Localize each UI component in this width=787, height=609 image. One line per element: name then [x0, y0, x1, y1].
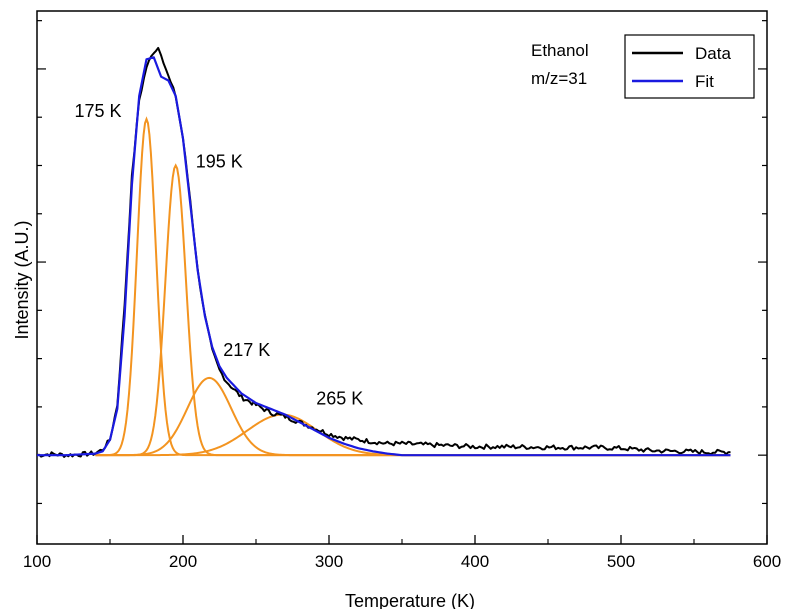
x-tick-label-400: 400 [461, 552, 489, 571]
peak-curves [95, 116, 731, 457]
peak-label-175: 175 K [75, 101, 122, 121]
legend: Data Fit [624, 34, 755, 99]
series-line-data [36, 46, 731, 458]
x-tick-label-100: 100 [23, 552, 51, 571]
x-tick-label-500: 500 [607, 552, 635, 571]
peak-label-218: 217 K [223, 340, 270, 360]
x-axis-title: Temperature (K) [345, 591, 475, 609]
annotation-mz: m/z=31 [531, 69, 587, 88]
x-tick-label-600: 600 [753, 552, 781, 571]
y-axis-ticks [37, 20, 767, 505]
x-axis-ticks: 100 200 300 400 500 600 [23, 535, 781, 571]
y-axis-title: Intensity (A.U.) [12, 220, 32, 339]
peak-label-268: 265 K [316, 389, 363, 409]
series-lines [36, 46, 731, 458]
series-line-fit [37, 56, 731, 457]
peak-curve-175 [95, 116, 731, 457]
legend-label-fit: Fit [695, 72, 714, 91]
x-tick-label-300: 300 [315, 552, 343, 571]
peak-label-195: 195 K [196, 151, 243, 171]
peak-labels: 175 K 195 K 217 K 265 K [75, 101, 364, 408]
x-tick-label-200: 200 [169, 552, 197, 571]
legend-label-data: Data [695, 44, 731, 63]
annotation-ethanol: Ethanol [531, 41, 589, 60]
legend-box [624, 34, 755, 99]
